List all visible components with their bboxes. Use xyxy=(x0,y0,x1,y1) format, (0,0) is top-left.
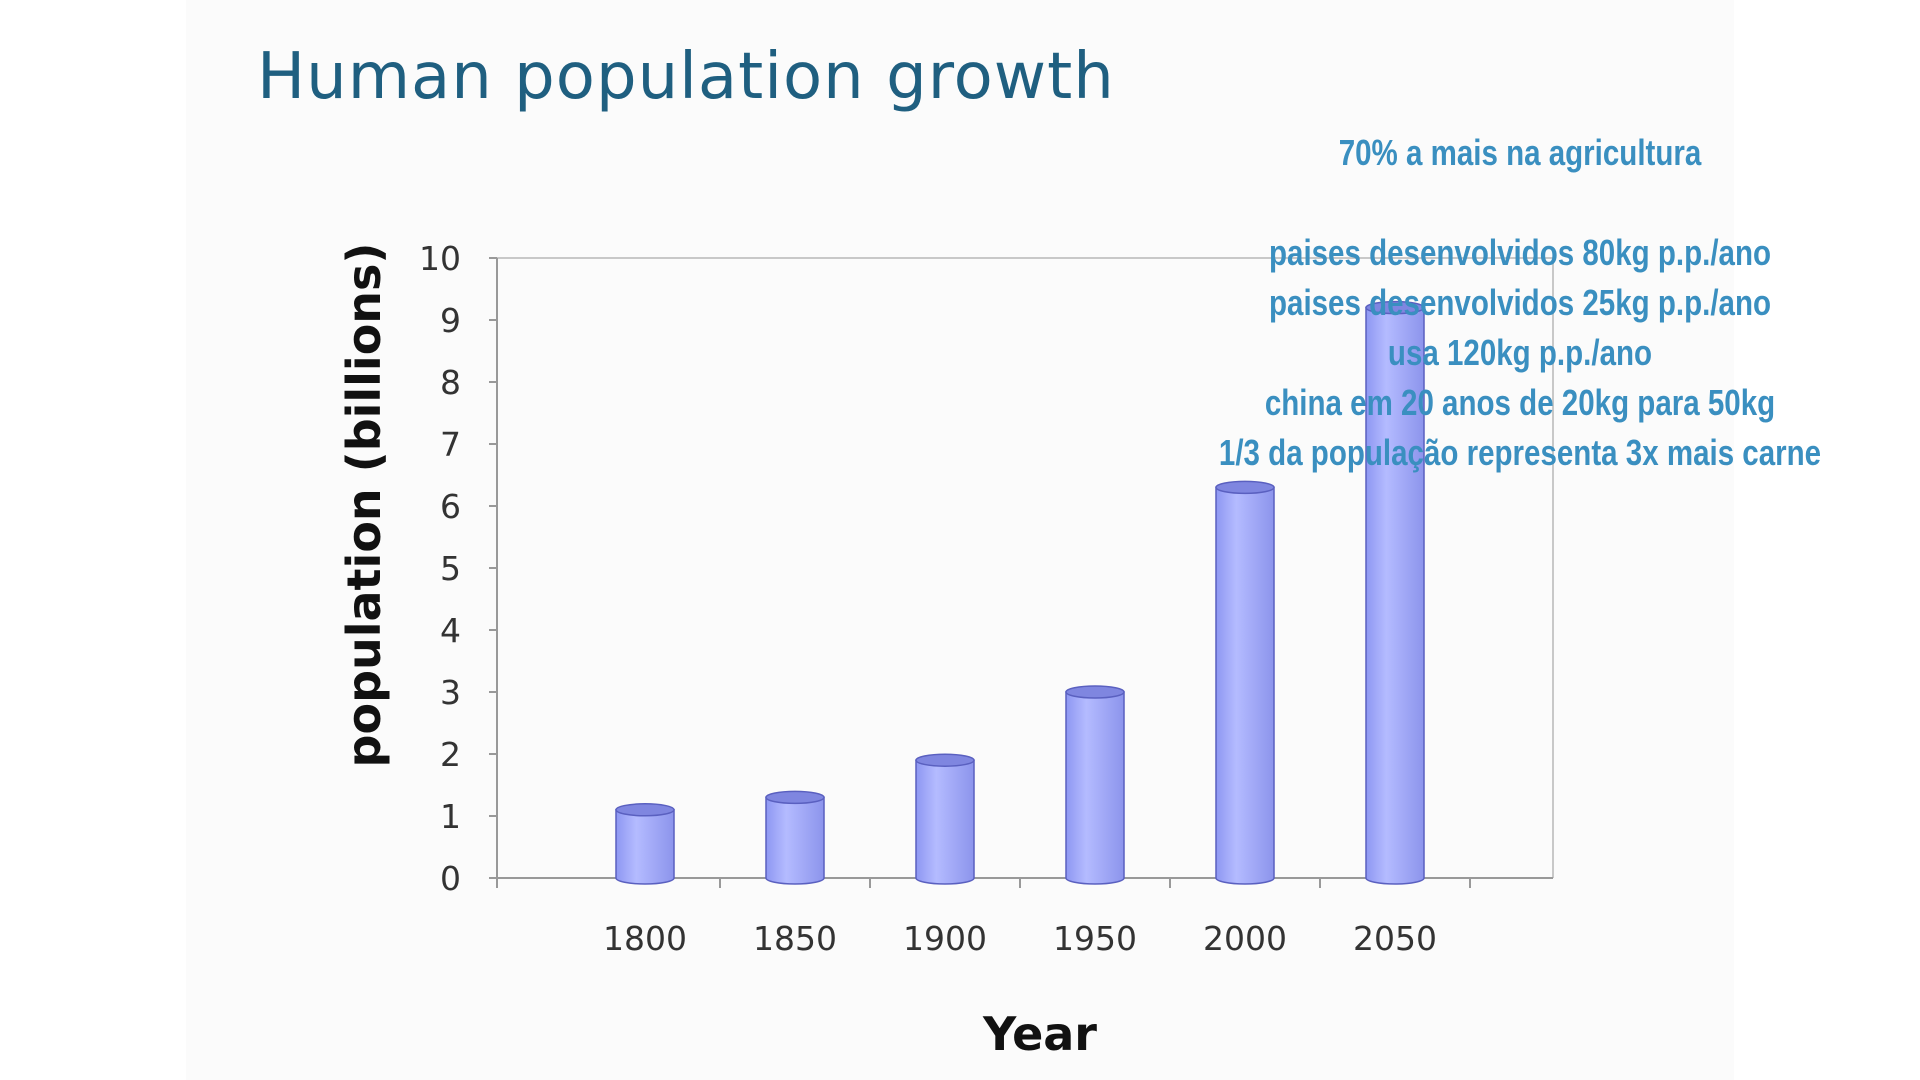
bar-body xyxy=(1365,306,1425,885)
y-tick-label: 10 xyxy=(419,239,461,278)
bar-body xyxy=(615,809,675,885)
bar-cap xyxy=(615,803,675,817)
annotation-heading: 70% a mais na agricultura xyxy=(1338,132,1702,173)
annotation-line: 1/3 da população representa 3x mais carn… xyxy=(1218,432,1822,473)
annotation-line: paises desenvolvidos 25kg p.p./ano xyxy=(1268,282,1772,323)
bar-cap xyxy=(1215,480,1275,495)
bar xyxy=(615,803,675,885)
y-tick-label: 2 xyxy=(440,735,461,774)
x-tick-label: 2000 xyxy=(1203,919,1287,958)
y-axis: 0 1 2 3 4 5 6 7 8 9 10 xyxy=(419,239,497,898)
y-tick-label: 6 xyxy=(440,487,461,526)
bar-cap xyxy=(1365,300,1425,315)
bar-body xyxy=(1215,486,1275,885)
x-tick-label: 1800 xyxy=(603,919,687,958)
x-tick-label: 1900 xyxy=(903,919,987,958)
bar xyxy=(1215,480,1275,885)
bar xyxy=(765,790,825,885)
bar xyxy=(915,753,975,885)
x-tick-label: 1950 xyxy=(1053,919,1137,958)
annotation-line: china em 20 anos de 20kg para 50kg xyxy=(1264,382,1776,423)
x-tick-label: 2050 xyxy=(1353,919,1437,958)
x-tick-label: 1850 xyxy=(753,919,837,958)
slide-background xyxy=(186,0,1734,1080)
bar-cap xyxy=(915,753,975,767)
y-axis-title: population (billions) xyxy=(337,243,391,768)
bar-cap xyxy=(765,790,825,805)
bar xyxy=(1365,300,1425,885)
y-tick-label: 7 xyxy=(440,425,461,464)
y-tick-label: 0 xyxy=(440,859,461,898)
y-tick-label: 8 xyxy=(440,363,461,402)
y-tick-label: 5 xyxy=(440,549,461,588)
y-tick-label: 3 xyxy=(440,673,461,712)
bar-body xyxy=(765,796,825,885)
annotation-spacer xyxy=(1217,178,1824,228)
bar-cap xyxy=(1065,685,1125,699)
y-tick-label: 4 xyxy=(440,611,461,650)
annotation-line: paises desenvolvidos 80kg p.p./ano xyxy=(1268,232,1772,273)
x-axis: 1800 1850 1900 1950 2000 2050 xyxy=(496,878,1471,958)
bar-body xyxy=(915,759,975,885)
slide-title: Human population growth xyxy=(257,40,1115,114)
x-axis-title: Year xyxy=(982,1007,1097,1061)
annotation-text-block: 70% a mais na agricultura paises desenvo… xyxy=(1217,128,1824,478)
bar-body xyxy=(1065,691,1125,885)
bars xyxy=(615,300,1425,885)
y-tick-label: 9 xyxy=(440,301,461,340)
annotation-line: usa 120kg p.p./ano xyxy=(1387,332,1653,373)
y-tick-label: 1 xyxy=(440,797,461,836)
bar xyxy=(1065,685,1125,885)
